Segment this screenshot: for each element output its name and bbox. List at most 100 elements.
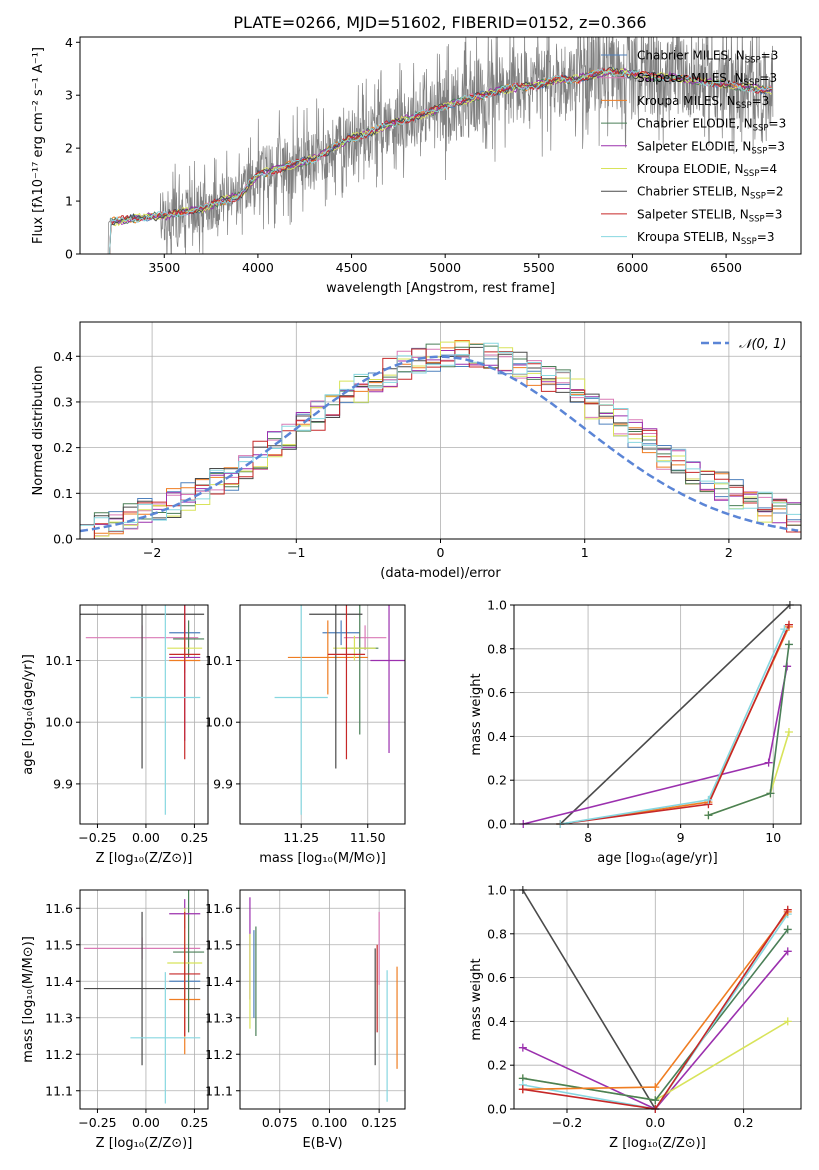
- weight-point-marker: [783, 905, 792, 914]
- y-axis-label: mass [log₁₀(M/M⊙)]: [21, 936, 36, 1063]
- panel-mass_vs_ebv: 0.075 0.100 0.125 11.1 11.2 11.3 11.4 11.5 11.6 E…: [205, 889, 406, 1151]
- y-axis-label: Normed distribution: [31, 366, 46, 496]
- weight-series-line: [523, 666, 788, 824]
- x-axis-label: age [log₁₀(age/yr)]: [597, 851, 718, 866]
- y-tick-label: 10.0: [205, 715, 233, 730]
- x-axis-label: E(B-V): [302, 1136, 342, 1151]
- panel-weight_vs_Z: −0.2 0.0 0.2 0.0 0.2 0.4 0.6 0.8 1.0 Z [log₁₀(Z/Z…: [469, 883, 802, 1151]
- y-tick-label: 0.2: [53, 440, 73, 455]
- x-tick-label: 6500: [710, 260, 742, 275]
- x-axis-label: Z [log₁₀(Z/Z⊙)]: [96, 1136, 193, 1151]
- weight-point-marker: [783, 925, 792, 934]
- weight-point-marker: [784, 620, 793, 629]
- panel-age_vs_mass: 11.25 11.50 9.9 10.0 10.1 mass [log₁₀(M/M⊙)]: [205, 604, 406, 866]
- x-tick-label: 0.00: [132, 1115, 160, 1130]
- y-tick-label: 1.0: [487, 883, 507, 898]
- y-tick-label: 10.1: [205, 653, 233, 668]
- y-tick-label: 11.3: [205, 1010, 233, 1025]
- x-tick-label: 3500: [148, 260, 180, 275]
- y-tick-label: 11.1: [45, 1083, 73, 1098]
- x-axis-label: wavelength [Angstrom, rest frame]: [326, 281, 555, 296]
- weight-point-marker: [704, 795, 713, 804]
- y-tick-label: 11.1: [205, 1083, 233, 1098]
- plot-frame: [239, 889, 406, 1110]
- panel-age_vs_Z: −0.25 0.00 0.25 9.9 10.0 10.1 Z [log₁₀(Z/Z⊙)] a…: [21, 604, 209, 866]
- y-tick-label: 0.6: [487, 970, 507, 985]
- model-spectrum-line: [108, 66, 773, 254]
- weight-series-line: [559, 605, 791, 824]
- y-tick-label: 9.9: [53, 776, 73, 791]
- y-tick-label: 11.2: [205, 1047, 233, 1062]
- y-tick-label: 1: [65, 194, 73, 209]
- x-tick-label: 4500: [336, 260, 368, 275]
- weight-point-marker: [651, 1083, 660, 1092]
- weight-point-marker: [783, 1017, 792, 1026]
- y-tick-label: 0.4: [53, 349, 73, 364]
- x-tick-label: 6000: [617, 260, 649, 275]
- panel-weight_vs_age: 8 9 10 0.0 0.2 0.4 0.6 0.8 1.0 age [log₁₀(age/yr)…: [469, 598, 802, 866]
- x-tick-label: 0.125: [361, 1115, 397, 1130]
- x-axis-label: mass [log₁₀(M/M⊙)]: [259, 851, 386, 866]
- plot-frame: [79, 36, 802, 255]
- weight-point-marker: [780, 625, 789, 634]
- x-tick-label: 2: [725, 545, 733, 560]
- x-axis-label: Z [log₁₀(Z/Z⊙)]: [609, 1136, 706, 1151]
- plot-frame: [79, 889, 209, 1110]
- weight-series-line: [522, 950, 789, 1109]
- y-tick-label: 0.0: [487, 1102, 507, 1117]
- x-axis-label: (data-model)/error: [380, 566, 501, 581]
- y-tick-label: 0.1: [53, 486, 73, 501]
- y-tick-label: 0.2: [487, 1058, 507, 1073]
- y-tick-label: 0.6: [487, 685, 507, 700]
- x-tick-label: 0.100: [312, 1115, 348, 1130]
- model-spectrum-line: [108, 67, 772, 254]
- y-axis-label: mass weight: [469, 958, 484, 1040]
- weight-point-marker: [784, 728, 793, 737]
- y-tick-label: 11.5: [45, 937, 73, 952]
- weight-point-marker: [766, 789, 775, 798]
- plot-frame: [239, 604, 406, 825]
- weight-series-line: [522, 909, 789, 1109]
- observed-spectrum-line: [107, 37, 774, 254]
- y-tick-label: 3: [65, 88, 73, 103]
- figure-title: PLATE=0266, MJD=51602, FIBERID=0152, z=0…: [233, 13, 646, 32]
- weight-point-marker: [704, 811, 713, 820]
- y-tick-label: 10.1: [45, 653, 73, 668]
- weight-series-line: [560, 628, 786, 824]
- weight-point-marker: [764, 758, 773, 767]
- legend-label: Salpeter STELIB, NSSP=3: [637, 207, 782, 224]
- x-tick-label: 5500: [523, 260, 555, 275]
- y-tick-label: 9.9: [213, 776, 233, 791]
- x-tick-label: 0.00: [132, 830, 160, 845]
- x-tick-label: 0.25: [181, 1115, 209, 1130]
- weight-series-line: [708, 644, 790, 816]
- histogram-step-line: [80, 342, 801, 539]
- legend-label: Kroupa MILES, NSSP=3: [637, 94, 769, 111]
- y-tick-label: 11.6: [205, 901, 233, 916]
- y-axis-label: mass weight: [469, 673, 484, 755]
- y-tick-label: 1.0: [487, 598, 507, 613]
- weight-point-marker: [783, 947, 792, 956]
- weight-point-marker: [784, 640, 793, 649]
- y-tick-label: 0.2: [487, 773, 507, 788]
- legend-label: Kroupa STELIB, NSSP=3: [637, 230, 775, 247]
- x-tick-label: 8: [584, 830, 592, 845]
- plot-frame: [79, 604, 209, 825]
- y-tick-label: 0: [65, 247, 73, 262]
- y-tick-label: 11.5: [205, 937, 233, 952]
- x-tick-label: 9: [677, 830, 685, 845]
- weight-series-line: [522, 890, 656, 1109]
- weight-series-line: [560, 626, 790, 824]
- y-tick-label: 11.4: [45, 974, 73, 989]
- y-tick-label: 0.8: [487, 641, 507, 656]
- y-tick-label: 0.0: [53, 532, 73, 547]
- y-tick-label: 0.3: [53, 394, 73, 409]
- y-tick-label: 0.4: [487, 729, 507, 744]
- weight-series-line: [560, 624, 790, 824]
- y-tick-label: 2: [65, 141, 73, 156]
- plot-frame: [513, 604, 802, 825]
- weight-point-marker: [518, 1043, 527, 1052]
- legend-label: Chabrier MILES, NSSP=3: [637, 49, 778, 66]
- x-tick-label: 5000: [429, 260, 461, 275]
